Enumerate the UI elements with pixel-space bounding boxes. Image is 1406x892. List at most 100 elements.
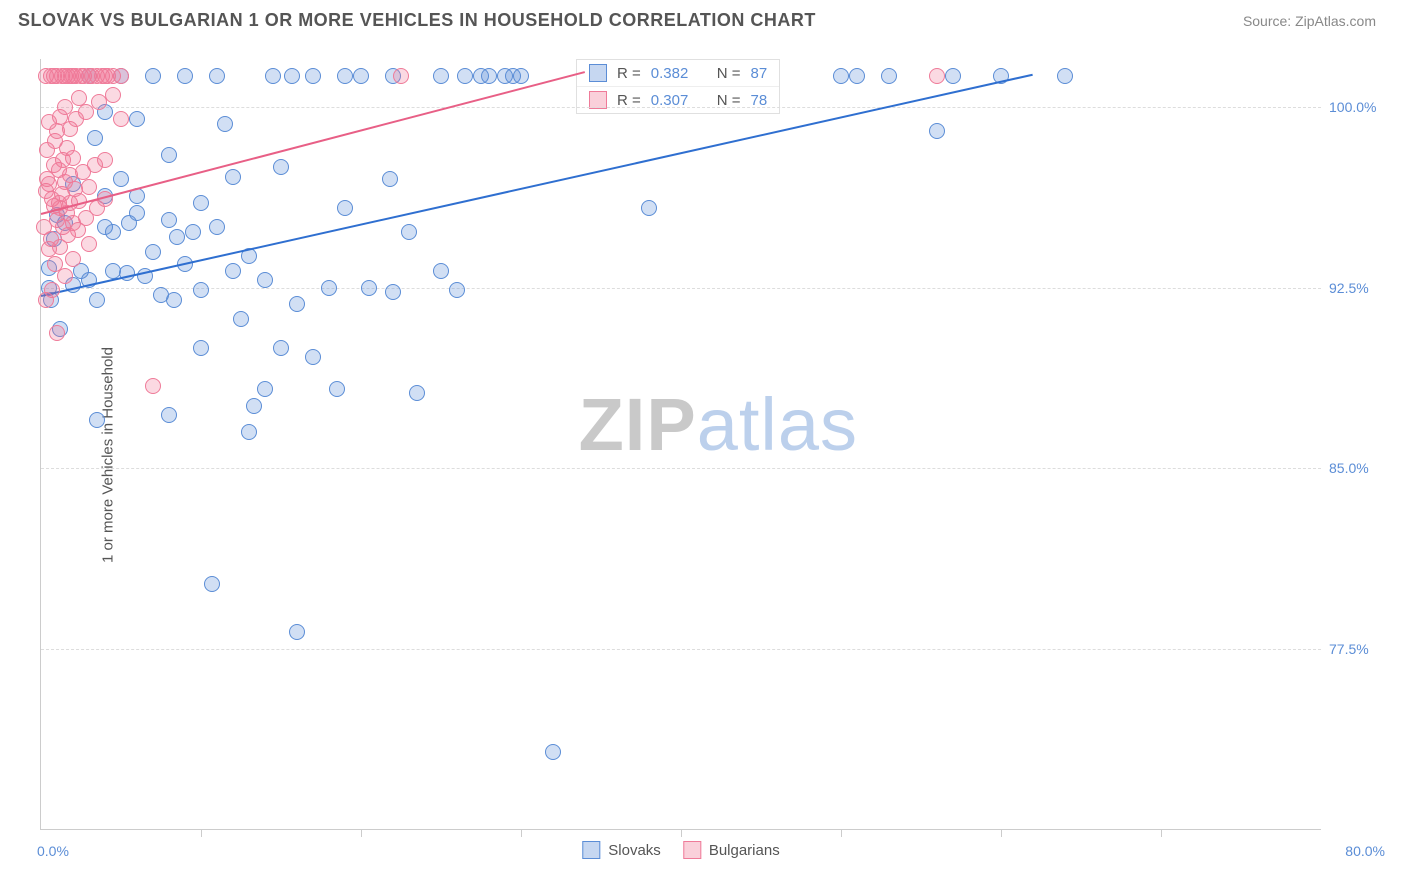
watermark-atlas: atlas (697, 383, 858, 466)
data-point (321, 280, 337, 296)
data-point (289, 296, 305, 312)
stat-n-label: N = (717, 92, 741, 109)
gridline (41, 107, 1321, 108)
legend-item-slovaks: Slovaks (582, 841, 661, 859)
data-point (257, 272, 273, 288)
slovaks-legend-swatch-icon (582, 841, 600, 859)
series-legend: Slovaks Bulgarians (582, 841, 779, 859)
slovaks-swatch-icon (589, 64, 607, 82)
data-point (265, 68, 281, 84)
data-point (241, 424, 257, 440)
data-point (113, 68, 129, 84)
data-point (145, 378, 161, 394)
y-tick-label: 85.0% (1329, 460, 1387, 476)
data-point (217, 116, 233, 132)
data-point (177, 68, 193, 84)
data-point (433, 68, 449, 84)
data-point (204, 576, 220, 592)
data-point (89, 412, 105, 428)
data-point (105, 87, 121, 103)
slovaks-r-value: 0.382 (651, 65, 699, 82)
y-tick-label: 77.5% (1329, 641, 1387, 657)
data-point (881, 68, 897, 84)
gridline (41, 468, 1321, 469)
legend-item-bulgarians: Bulgarians (683, 841, 780, 859)
stats-row-slovaks: R = 0.382 N = 87 (577, 60, 779, 87)
x-tick (361, 829, 362, 837)
stats-legend-box: R = 0.382 N = 87 R = 0.307 N = 78 (576, 59, 780, 114)
data-point (166, 292, 182, 308)
data-point (1057, 68, 1073, 84)
data-point (481, 68, 497, 84)
data-point (44, 282, 60, 298)
data-point (337, 200, 353, 216)
x-tick (681, 829, 682, 837)
source-attribution: Source: ZipAtlas.com (1243, 13, 1376, 29)
x-tick (841, 829, 842, 837)
data-point (113, 171, 129, 187)
data-point (105, 224, 121, 240)
data-point (289, 624, 305, 640)
data-point (382, 171, 398, 187)
data-point (193, 282, 209, 298)
gridline (41, 288, 1321, 289)
watermark: ZIPatlas (579, 382, 858, 467)
data-point (641, 200, 657, 216)
data-point (89, 292, 105, 308)
stat-r-label: R = (617, 65, 641, 82)
data-point (87, 130, 103, 146)
bulgarians-n-value: 78 (751, 92, 768, 109)
data-point (81, 236, 97, 252)
x-tick (1001, 829, 1002, 837)
data-point (193, 340, 209, 356)
data-point (393, 68, 409, 84)
x-tick (1161, 829, 1162, 837)
bulgarians-r-value: 0.307 (651, 92, 699, 109)
x-tick (201, 829, 202, 837)
data-point (57, 268, 73, 284)
data-point (409, 385, 425, 401)
data-point (849, 68, 865, 84)
data-point (929, 68, 945, 84)
data-point (545, 744, 561, 760)
slovaks-legend-label: Slovaks (608, 842, 661, 859)
data-point (246, 398, 262, 414)
y-tick-label: 100.0% (1329, 99, 1387, 115)
y-tick-label: 92.5% (1329, 280, 1387, 296)
bulgarians-legend-label: Bulgarians (709, 842, 780, 859)
data-point (129, 111, 145, 127)
data-point (97, 152, 113, 168)
x-axis-min-label: 0.0% (37, 843, 69, 859)
data-point (193, 195, 209, 211)
stats-row-bulgarians: R = 0.307 N = 78 (577, 87, 779, 113)
data-point (185, 224, 201, 240)
data-point (49, 325, 65, 341)
gridline (41, 649, 1321, 650)
data-point (209, 219, 225, 235)
chart-container: 1 or more Vehicles in Household ZIPatlas… (0, 35, 1406, 875)
data-point (273, 159, 289, 175)
data-point (401, 224, 417, 240)
data-point (273, 340, 289, 356)
watermark-zip: ZIP (579, 383, 697, 466)
data-point (284, 68, 300, 84)
stat-r-label: R = (617, 92, 641, 109)
data-point (305, 68, 321, 84)
data-point (929, 123, 945, 139)
data-point (129, 205, 145, 221)
data-point (161, 147, 177, 163)
x-tick (521, 829, 522, 837)
data-point (449, 282, 465, 298)
data-point (329, 381, 345, 397)
chart-title: SLOVAK VS BULGARIAN 1 OR MORE VEHICLES I… (18, 10, 816, 31)
data-point (361, 280, 377, 296)
slovaks-n-value: 87 (751, 65, 768, 82)
data-point (161, 212, 177, 228)
data-point (833, 68, 849, 84)
data-point (65, 251, 81, 267)
data-point (337, 68, 353, 84)
data-point (65, 150, 81, 166)
data-point (257, 381, 273, 397)
data-point (457, 68, 473, 84)
data-point (161, 407, 177, 423)
